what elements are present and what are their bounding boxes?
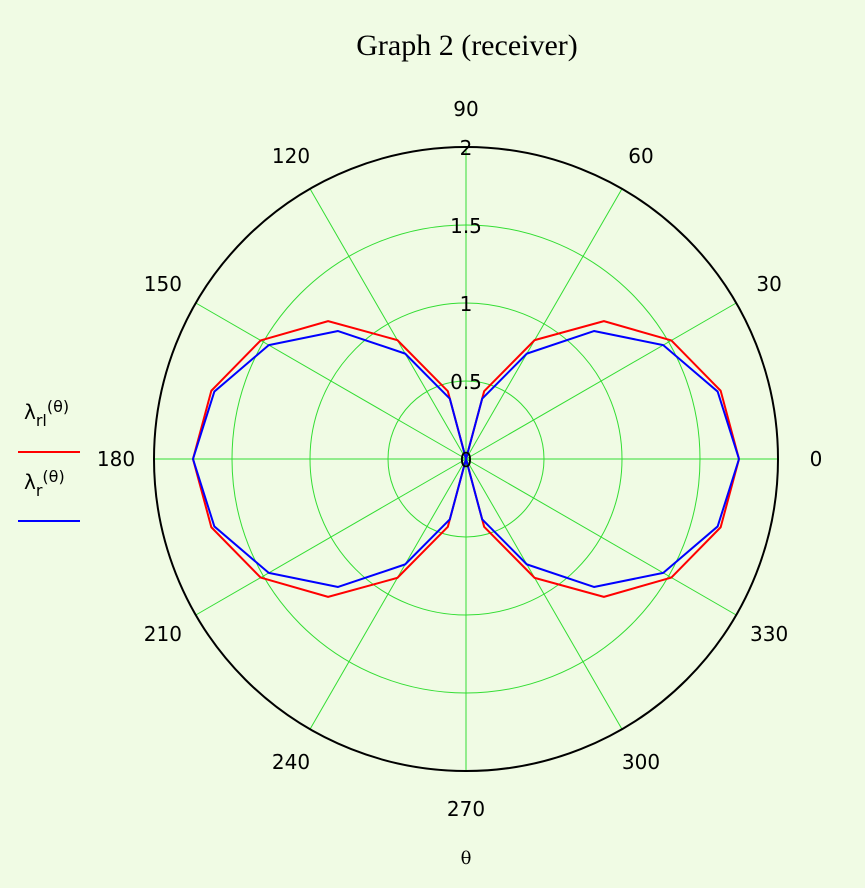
angle-tick-label-150: 150	[144, 272, 182, 296]
grid-spoke-210	[196, 459, 466, 615]
legend-label-1: λr(θ)	[24, 467, 65, 500]
angle-tick-label-330: 330	[750, 622, 788, 646]
radial-tick-label-1: 0.5	[450, 370, 482, 394]
angle-tick-label-210: 210	[144, 622, 182, 646]
grid-spoke-300	[466, 459, 622, 729]
grid-spoke-120	[310, 189, 466, 459]
legend-entry-1: λr(θ)	[18, 467, 80, 521]
angle-tick-label-0: 0	[810, 447, 823, 471]
angle-tick-label-270: 270	[447, 797, 485, 821]
grid-spoke-330	[466, 459, 736, 615]
grid-spoke-240	[310, 459, 466, 729]
radial-tick-label-2: 1	[460, 292, 473, 316]
x-axis-label: θ	[461, 848, 472, 869]
angle-tick-label-60: 60	[628, 144, 653, 168]
angle-tick-label-240: 240	[272, 750, 310, 774]
grid-spoke-30	[466, 303, 736, 459]
angle-tick-label-30: 30	[756, 272, 781, 296]
radial-tick-label-4: 2	[460, 136, 473, 160]
radial-tick-label-3: 1.5	[450, 214, 482, 238]
legend-entry-0: λrl(θ)	[18, 397, 80, 452]
angle-tick-label-180: 180	[97, 447, 135, 471]
angle-tick-label-300: 300	[622, 750, 660, 774]
radial-tick-label-0: 0	[460, 448, 473, 472]
angle-tick-label-90: 90	[453, 97, 478, 121]
angle-tick-label-120: 120	[272, 144, 310, 168]
grid-spoke-150	[196, 303, 466, 459]
legend: λrl(θ) λr(θ)	[18, 397, 80, 521]
chart-title: Graph 2 (receiver)	[356, 29, 578, 62]
legend-label-0: λrl(θ)	[24, 397, 69, 430]
grid-spoke-60	[466, 189, 622, 459]
